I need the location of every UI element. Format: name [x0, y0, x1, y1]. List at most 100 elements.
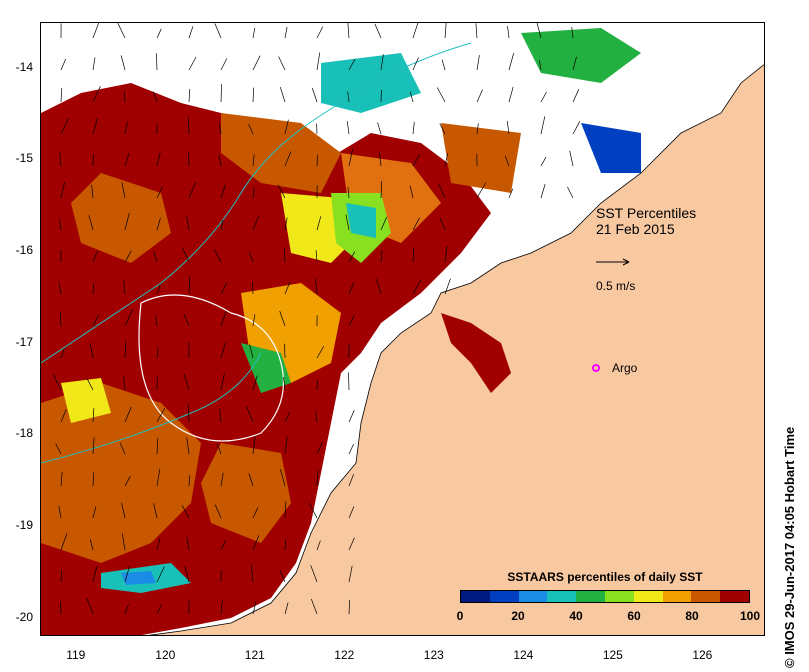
- lat-tick-label: -16: [15, 243, 33, 258]
- current-vector: [92, 566, 98, 583]
- current-vector: [348, 474, 354, 487]
- current-vector: [248, 473, 254, 487]
- current-vector: [60, 182, 65, 199]
- current-vector: [60, 409, 67, 423]
- current-vector: [571, 27, 574, 39]
- current-vector: [536, 23, 542, 39]
- current-vector: [409, 91, 414, 103]
- current-vector: [412, 247, 415, 263]
- colorbar-tick-label: 0: [456, 609, 464, 623]
- colorbar-segment: [489, 591, 519, 602]
- current-vector: [376, 278, 382, 295]
- current-vector: [252, 281, 254, 295]
- current-vector: [507, 26, 510, 39]
- lon-tick-label: 122: [334, 648, 355, 662]
- sst-field-yellow-2: [61, 378, 111, 423]
- current-vector: [284, 281, 291, 295]
- argo-marker[interactable]: [591, 364, 600, 373]
- current-vector: [89, 343, 94, 359]
- current-vector: [248, 123, 254, 135]
- current-vector: [188, 26, 194, 39]
- current-vector: [60, 87, 63, 103]
- current-vector: [220, 58, 228, 71]
- current-vector: [52, 373, 62, 391]
- current-vector: [156, 186, 164, 199]
- current-vector: [220, 472, 224, 487]
- current-vector: [439, 217, 446, 231]
- sst-field-north-patch-1: [521, 28, 641, 83]
- current-vector: [316, 52, 321, 71]
- current-vector: [124, 91, 126, 103]
- colorbar-tick-label: 100: [739, 609, 761, 623]
- lat-tick-label: -19: [15, 518, 33, 533]
- current-vector: [412, 23, 419, 39]
- current-vector: [348, 599, 350, 615]
- current-vector: [412, 57, 419, 71]
- lat-tick-label: -18: [15, 426, 33, 441]
- current-vector: [220, 599, 223, 615]
- current-vector: [186, 437, 190, 455]
- land-inlet: [441, 313, 511, 393]
- current-vector: [60, 601, 62, 615]
- current-vector: [476, 89, 483, 103]
- current-vector: [89, 539, 94, 551]
- current-vector: [156, 284, 161, 295]
- current-vector: [379, 152, 382, 167]
- colorbar-segment: [547, 591, 577, 602]
- current-vector: [60, 58, 67, 71]
- current-vector: [220, 84, 222, 103]
- current-vector: [444, 245, 448, 263]
- current-vector: [220, 184, 226, 199]
- lon-tick-label: 121: [244, 648, 265, 662]
- current-vector: [444, 23, 447, 39]
- current-vector: [316, 540, 321, 551]
- colorbar-segment: [518, 591, 548, 602]
- current-vector: [348, 506, 355, 519]
- current-vector: [92, 250, 98, 263]
- current-vector: [92, 23, 100, 39]
- current-vector: [506, 120, 510, 135]
- current-vector: [124, 406, 132, 423]
- current-vector: [316, 442, 323, 455]
- current-vector: [284, 151, 292, 167]
- current-vector: [121, 533, 126, 551]
- current-vector: [347, 91, 350, 103]
- current-vector: [279, 86, 286, 103]
- current-vector: [284, 26, 288, 39]
- scale-label: 0.5 m/s: [596, 279, 636, 293]
- current-vector: [251, 564, 254, 583]
- current-vector: [347, 23, 350, 39]
- sst-field-mid-1: [41, 383, 201, 563]
- colorbar: [460, 590, 750, 603]
- argo-label: Argo: [611, 361, 638, 376]
- colorbar-segment: [662, 591, 692, 602]
- current-vector: [60, 471, 63, 487]
- current-vector: [124, 604, 129, 615]
- current-vector: [348, 315, 355, 327]
- sst-map[interactable]: Argo SST Percentiles 21 Feb 2015 0.5 m/s: [40, 22, 765, 636]
- current-vector: [59, 312, 62, 327]
- current-vector: [152, 91, 158, 103]
- current-vector: [279, 310, 286, 327]
- land-mass: [147, 64, 764, 635]
- current-vector: [412, 121, 415, 135]
- sst-field-teal-1: [346, 203, 376, 238]
- current-vector: [252, 87, 255, 103]
- current-vector: [252, 55, 261, 71]
- current-vector: [156, 407, 166, 423]
- current-vector: [280, 469, 286, 487]
- current-vector: [476, 182, 487, 199]
- lon-tick-label: 120: [155, 648, 176, 662]
- current-vector: [153, 503, 158, 519]
- current-vector: [188, 88, 191, 103]
- map-title-line1: SST Percentiles: [596, 205, 697, 221]
- current-vector: [252, 436, 256, 455]
- current-vector: [308, 502, 318, 519]
- colorbar-segment: [633, 591, 663, 602]
- current-vector: [380, 250, 383, 263]
- current-vector: [124, 340, 127, 359]
- current-vector: [184, 566, 190, 583]
- lon-tick-label: 124: [513, 648, 534, 662]
- current-vector: [156, 28, 162, 39]
- current-vector: [156, 566, 165, 583]
